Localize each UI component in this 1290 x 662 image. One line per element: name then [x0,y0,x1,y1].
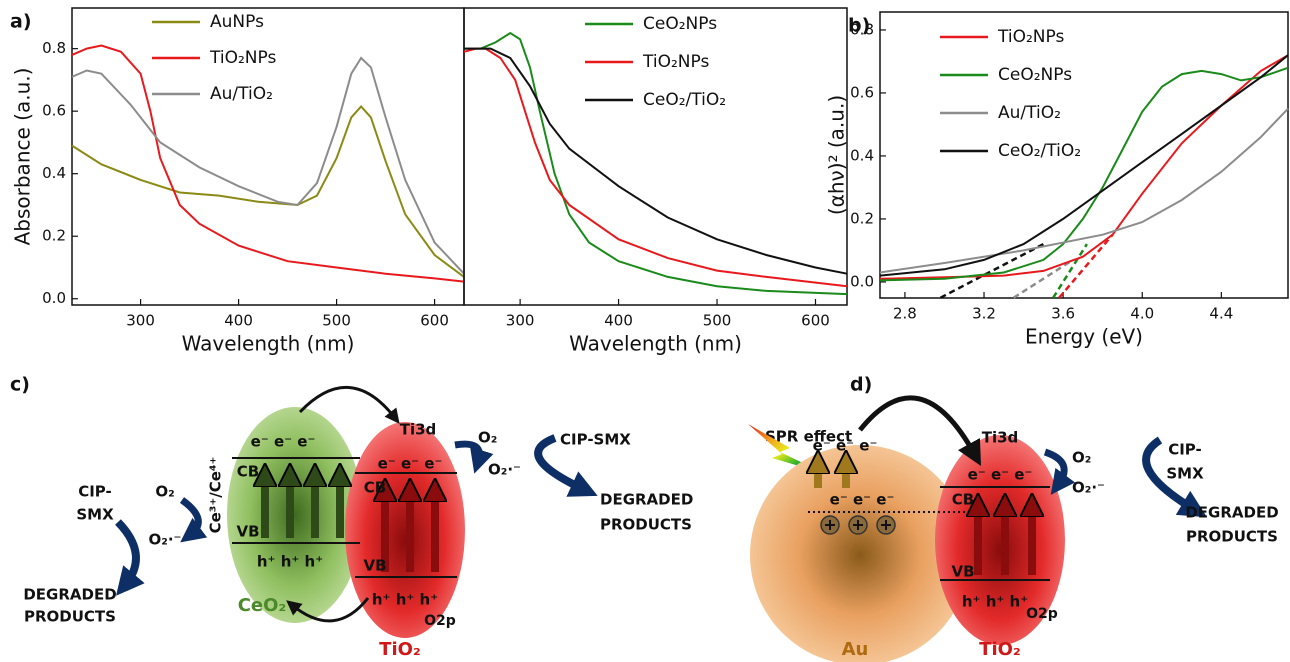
o2p-label: O2p [1026,606,1058,622]
pollutant-label: CIP- [1168,441,1202,459]
couple-label: Ce³⁺/Ce⁴⁺ [207,457,225,534]
cb-label: CB [364,479,386,497]
y-tick-label: 0.8 [42,39,66,57]
x-axis-title: Energy (eV) [1025,325,1143,349]
reaction-arrow [182,500,198,535]
au-label: Au [842,639,869,660]
radical-label: O₂·⁻ [1072,479,1105,497]
y-tick-label: 0.4 [42,164,66,182]
x-tick-label: 2.8 [893,305,917,323]
product-label: PRODUCTS [1186,528,1278,546]
x-tick-label: 4.4 [1209,305,1233,323]
o2-label: O₂ [478,429,497,447]
y-tick-label: 0.2 [850,209,874,227]
pollutant-label: SMX [76,506,114,524]
y-tick-label: 0.0 [850,272,874,290]
x-axis-title: Wavelength (nm) [569,332,742,356]
y-tick-label: 0.0 [42,289,66,307]
series-line [464,49,847,287]
legend-label: TiO₂NPs [642,52,709,72]
pollutant-label: CIP-SMX [560,431,631,449]
x-axis-title: Wavelength (nm) [182,332,355,356]
legend-label: TiO₂NPs [997,27,1064,47]
product-label: DEGRADED [1185,504,1278,522]
radical-label: O₂·⁻ [488,461,521,479]
series-line [880,55,1288,275]
panel-label: b) [848,15,870,37]
y-axis-title: Absorbance (a.u.) [11,68,35,246]
o2-label: O₂ [155,483,174,501]
legend-label: CeO₂/TiO₂ [643,90,726,110]
series-line [72,107,464,277]
x-tick-label: 400 [224,312,253,330]
holes: h⁺ h⁺ h⁺ [257,553,323,571]
fit-line [941,244,1044,298]
tio2-label: TiO₂ [979,639,1021,660]
x-tick-label: 600 [801,312,830,330]
series-line [464,49,847,274]
x-tick-label: 3.6 [1051,305,1075,323]
plot: 300 400 500 600 0.0 0.2 0.4 0.6 0.8 Wavelength (n… [10,8,464,356]
product-label: PRODUCTS [600,516,692,534]
y-tick-label: 0.4 [850,146,874,164]
electrons: e⁻ e⁻ e⁻ [968,466,1033,484]
x-tick-label: 600 [420,312,449,330]
y-tick-label: 0.6 [850,83,874,101]
o2-label: O₂ [1072,449,1091,467]
x-tick-label: 3.2 [972,305,996,323]
y-tick-label: 0.6 [42,102,66,120]
electrons: e⁻ e⁻ e⁻ [813,437,878,455]
y-tick-label: 0.2 [42,227,66,245]
panel-label: a) [10,11,32,33]
legend-label: CeO₂NPs [643,14,717,34]
cb-label: CB [237,463,259,481]
series-line [880,109,1288,273]
panel-label: c) [10,374,30,396]
degradation-arrow [118,522,136,585]
x-tick-label: 300 [506,312,535,330]
figure: c) e⁻ e⁻ e⁻ CB VB h⁺ h⁺ h⁺ e⁻ e⁻ e⁻ CB V… [0,0,1290,662]
ti3d-label: Ti3d [982,429,1019,447]
ti3d-label: Ti3d [400,421,437,439]
x-tick-label: 4.0 [1130,305,1154,323]
holes: h⁺ h⁺ h⁺ [962,593,1028,611]
o2p-label: O2p [424,613,456,629]
x-tick-label: 500 [322,312,351,330]
product-label: DEGRADED [23,586,116,604]
series-line [464,33,847,294]
pollutant-label: SMX [1166,465,1204,483]
product-label: DEGRADED [600,491,693,509]
plot: 300 400 500 600 Wavelength (nm) CeO₂NPs TiO₂NP… [464,8,847,356]
electrons: e⁻ e⁻ e⁻ [378,455,443,473]
legend-label: AuNPs [210,12,264,32]
radical-label: O₂·⁻ [149,531,182,549]
series-line [72,46,464,282]
legend-label: Au/TiO₂ [998,103,1061,123]
cb-label: CB [952,491,974,509]
vb-label: VB [951,563,974,581]
x-tick-label: 300 [126,312,155,330]
tio2-label: TiO₂ [379,639,421,660]
legend-label: CeO₂NPs [998,65,1072,85]
product-label: PRODUCTS [24,608,116,626]
pollutant-label: CIP- [78,483,112,501]
vb-label: VB [236,523,259,541]
electrons: e⁻ e⁻ e⁻ [251,433,316,451]
x-tick-label: 400 [604,312,633,330]
vb-label: VB [363,557,386,575]
panel-label: d) [850,374,872,396]
legend-label: TiO₂NPs [209,48,276,68]
holes: h⁺ h⁺ h⁺ [372,591,438,609]
legend-label: Au/TiO₂ [210,84,273,104]
reaction-arrow [455,444,479,462]
electrons: e⁻ e⁻ e⁻ [830,491,895,509]
y-axis-title: (αhν)² (a.u.) [825,95,849,215]
legend-label: CeO₂/TiO₂ [998,141,1081,161]
x-tick-label: 500 [703,312,732,330]
diagram-d: d) SPR effect e⁻ e⁻ e⁻ e⁻ e⁻ e⁻ Ti3d e⁻ … [748,374,1279,662]
diagram-c: c) e⁻ e⁻ e⁻ CB VB h⁺ h⁺ h⁺ e⁻ e⁻ e⁻ CB V… [10,374,693,661]
ceo2-label: CeO₂ [238,595,287,616]
